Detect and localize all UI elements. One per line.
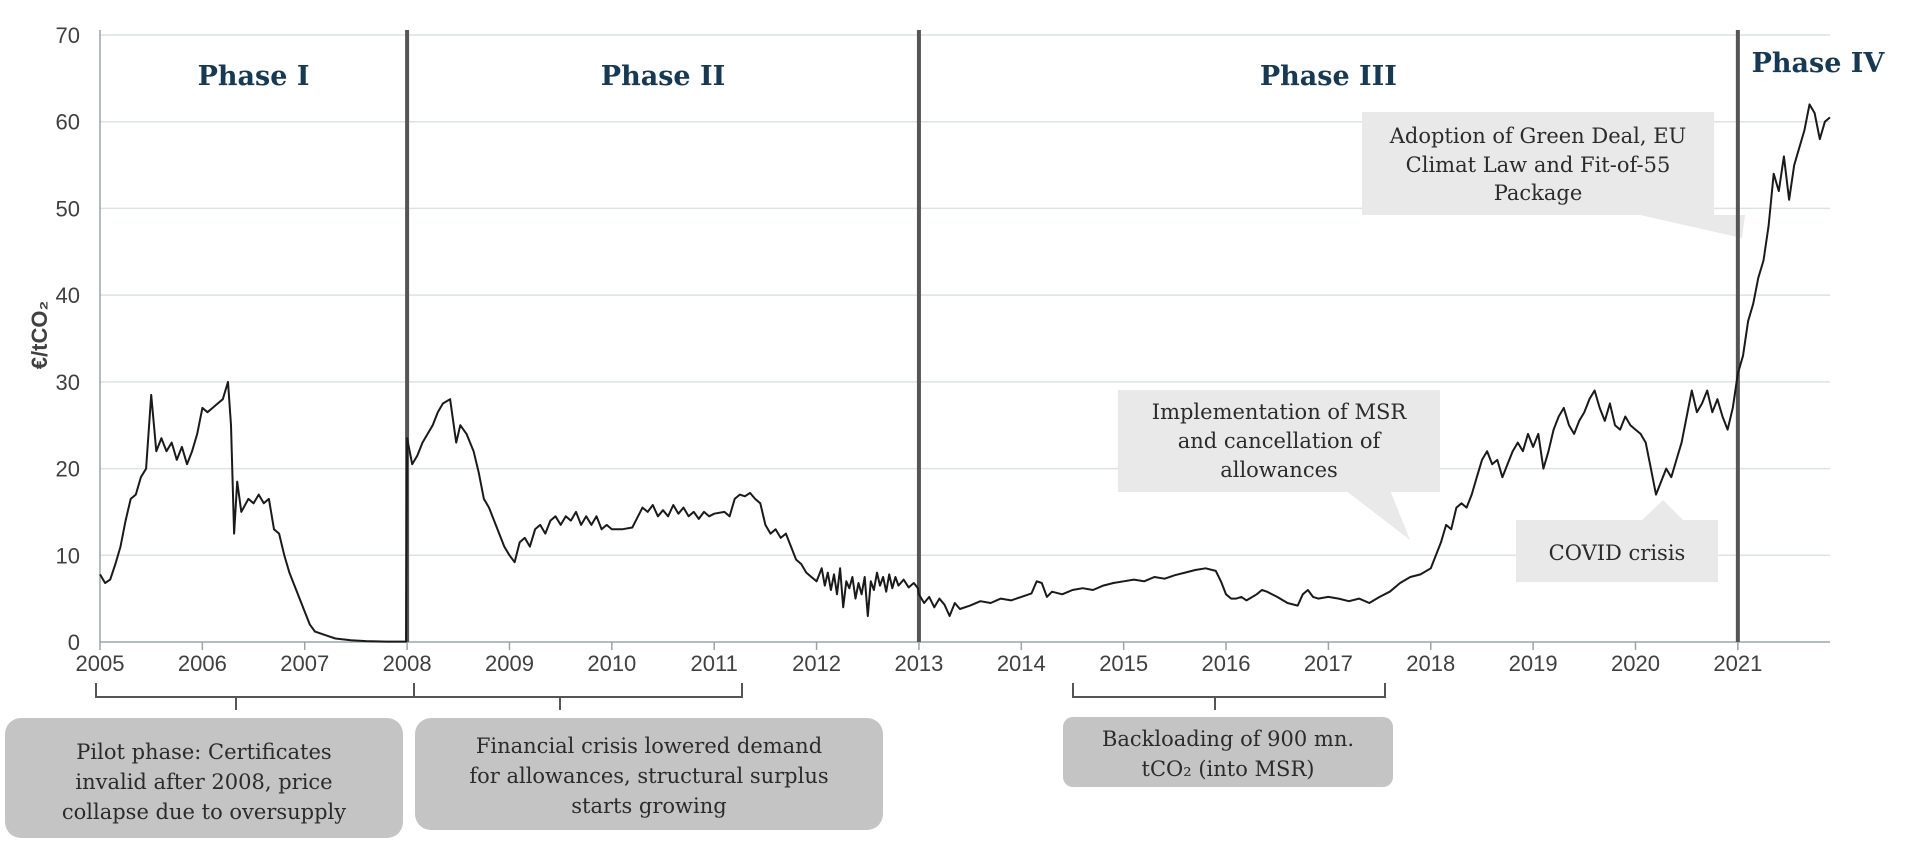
svg-text:Package: Package	[1494, 181, 1583, 205]
x-tick-label: 2005	[76, 651, 125, 676]
x-tick-label: 2012	[792, 651, 841, 676]
svg-text:Pilot phase: Certificates: Pilot phase: Certificates	[76, 740, 331, 764]
y-tick-label: 10	[56, 543, 80, 568]
y-tick-label: 20	[56, 457, 80, 482]
x-tick-label: 2010	[587, 651, 636, 676]
x-tick-label: 2018	[1406, 651, 1455, 676]
financial-crisis-note: Financial crisis lowered demand for allo…	[415, 718, 883, 830]
x-tick-label: 2016	[1202, 651, 1251, 676]
svg-text:starts growing: starts growing	[571, 794, 726, 818]
svg-text:allowances: allowances	[1220, 458, 1338, 482]
x-tick-label: 2020	[1611, 651, 1660, 676]
y-tick-label: 30	[56, 370, 80, 395]
financial-bracket	[413, 683, 743, 710]
x-tick-label: 2014	[997, 651, 1046, 676]
x-tick-label: 2015	[1099, 651, 1148, 676]
phase-title: Phase III	[1260, 61, 1397, 92]
y-tick-label: 50	[56, 196, 80, 221]
x-axis-ticks: 2005 2006 2007 2008 2009 2010 2011 2012 2013 2014…	[76, 642, 1762, 676]
x-tick-label: 2019	[1509, 651, 1558, 676]
svg-text:Implementation of MSR: Implementation of MSR	[1152, 400, 1408, 424]
x-tick-label: 2017	[1304, 651, 1353, 676]
y-axis-label: €/tCO₂	[27, 301, 52, 369]
y-tick-label: 40	[56, 283, 80, 308]
x-tick-label: 2021	[1713, 651, 1762, 676]
svg-text:and cancellation of: and cancellation of	[1178, 429, 1383, 453]
x-tick-label: 2013	[894, 651, 943, 676]
green-deal-callout: Adoption of Green Deal, EU Climat Law an…	[1362, 112, 1745, 238]
svg-text:Backloading of 900 mn.: Backloading of 900 mn.	[1102, 727, 1354, 751]
phase-title: Phase I	[198, 61, 310, 92]
x-tick-label: 2007	[280, 651, 329, 676]
msr-callout: Implementation of MSR and cancellation o…	[1118, 390, 1440, 540]
covid-callout: COVID crisis	[1516, 500, 1718, 582]
x-tick-label: 2011	[691, 651, 738, 676]
svg-text:collapse due to oversupply: collapse due to oversupply	[62, 800, 346, 824]
svg-text:invalid after 2008, price: invalid after 2008, price	[75, 770, 332, 794]
phase-title: Phase II	[601, 61, 725, 92]
svg-text:Adoption of Green Deal, EU: Adoption of Green Deal, EU	[1389, 124, 1687, 148]
backloading-bracket	[1072, 683, 1386, 710]
svg-text:tCO₂ (into MSR): tCO₂ (into MSR)	[1142, 757, 1315, 781]
svg-text:Climat Law and Fit-of-55: Climat Law and Fit-of-55	[1406, 153, 1671, 177]
svg-text:Financial crisis lowered deman: Financial crisis lowered demand	[476, 734, 822, 758]
y-tick-label: 60	[56, 110, 80, 135]
y-tick-label: 70	[56, 23, 80, 48]
y-tick-label: 0	[68, 630, 80, 655]
phase-title: Phase IV	[1752, 48, 1886, 79]
backloading-note: Backloading of 900 mn. tCO₂ (into MSR)	[1063, 717, 1393, 787]
gridlines	[100, 34, 1830, 557]
eua-price-line	[99, 103, 1831, 643]
x-tick-label: 2009	[485, 651, 534, 676]
pilot-phase-note: Pilot phase: Certificates invalid after …	[5, 718, 403, 838]
svg-text:for allowances, structural sur: for allowances, structural surplus	[469, 764, 828, 788]
svg-text:COVID crisis: COVID crisis	[1549, 541, 1686, 565]
x-tick-label: 2008	[383, 651, 432, 676]
x-tick-label: 2006	[178, 651, 227, 676]
y-axis-ticks: 0 10 20 30 40 50 60 70	[56, 23, 101, 655]
phase-titles: Phase I Phase II Phase III Phase IV	[198, 48, 1886, 92]
